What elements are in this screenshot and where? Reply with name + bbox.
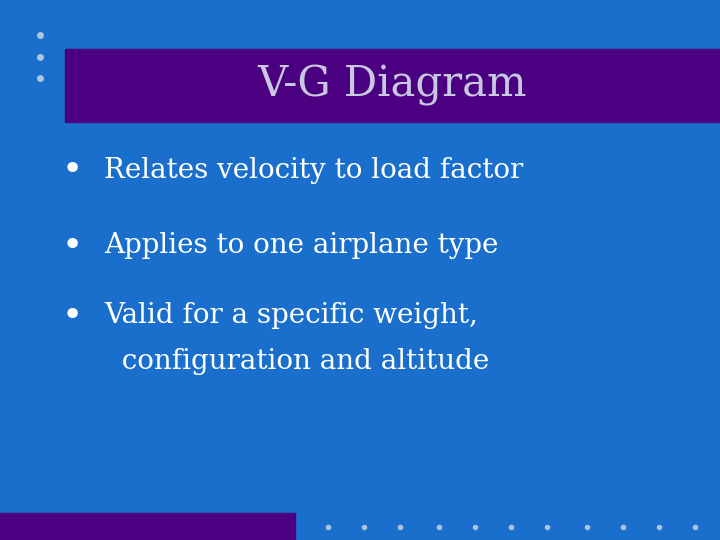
Bar xyxy=(65,49,720,122)
Text: Relates velocity to load factor: Relates velocity to load factor xyxy=(104,157,523,184)
Text: Valid for a specific weight,: Valid for a specific weight, xyxy=(104,302,478,329)
Text: Applies to one airplane type: Applies to one airplane type xyxy=(104,232,499,259)
Text: V-G Diagram: V-G Diagram xyxy=(258,64,527,106)
Bar xyxy=(0,513,295,540)
Text: configuration and altitude: configuration and altitude xyxy=(104,348,490,375)
Text: •: • xyxy=(61,229,83,262)
Text: •: • xyxy=(61,153,83,187)
Text: •: • xyxy=(61,299,83,333)
